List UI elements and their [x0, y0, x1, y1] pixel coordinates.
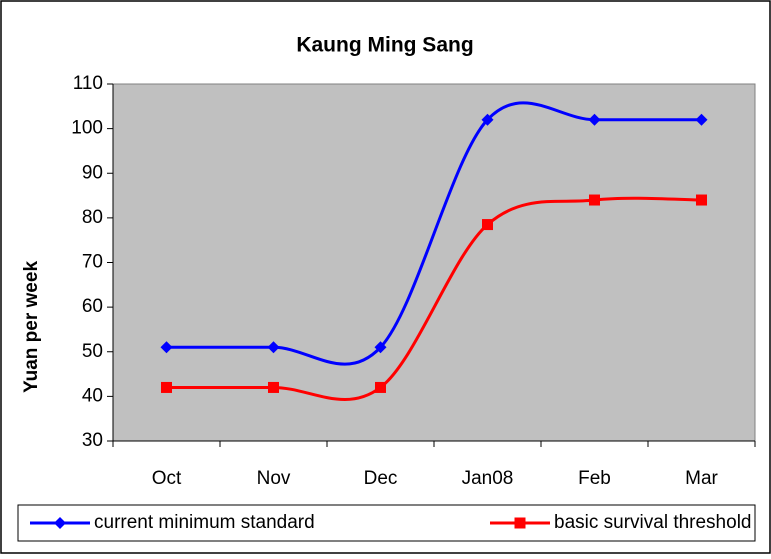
y-tick-label: 40: [82, 385, 103, 406]
chart-title: Kaung Ming Sang: [296, 34, 473, 57]
plot-area: [112, 83, 756, 442]
legend-marker: [54, 517, 66, 529]
data-point: [696, 194, 707, 206]
data-point: [589, 194, 600, 206]
data-point: [481, 113, 494, 126]
y-tick-label: 100: [71, 118, 103, 139]
x-tick-label: Feb: [578, 468, 611, 489]
data-point: [160, 341, 173, 354]
y-tick-label: 30: [82, 430, 103, 451]
data-point: [695, 113, 708, 126]
data-point: [267, 341, 280, 354]
x-tick-label: Dec: [364, 468, 398, 489]
y-tick-label: 60: [82, 296, 103, 317]
x-tick-label: Jan08: [462, 468, 514, 489]
legend-box: [17, 504, 756, 542]
data-point: [268, 381, 279, 393]
y-tick-label: 110: [73, 73, 103, 94]
data-point: [374, 341, 387, 354]
data-point: [588, 113, 601, 126]
x-tick-label: Mar: [685, 468, 718, 489]
y-tick-label: 50: [82, 341, 103, 362]
y-tick-label: 80: [82, 207, 103, 228]
y-tick-label: 90: [82, 162, 103, 183]
y-tick-label: 70: [82, 252, 103, 273]
legend-marker: [514, 517, 526, 529]
data-point: [161, 381, 172, 393]
legend-label: current minimum standard: [94, 512, 315, 533]
legend-label: basic survival threshold: [554, 512, 751, 533]
x-tick-label: Nov: [257, 468, 291, 489]
data-point: [482, 219, 493, 231]
x-tick-label: Oct: [152, 468, 182, 489]
y-axis-label: Yuan per week: [21, 261, 42, 393]
data-point: [375, 381, 386, 393]
